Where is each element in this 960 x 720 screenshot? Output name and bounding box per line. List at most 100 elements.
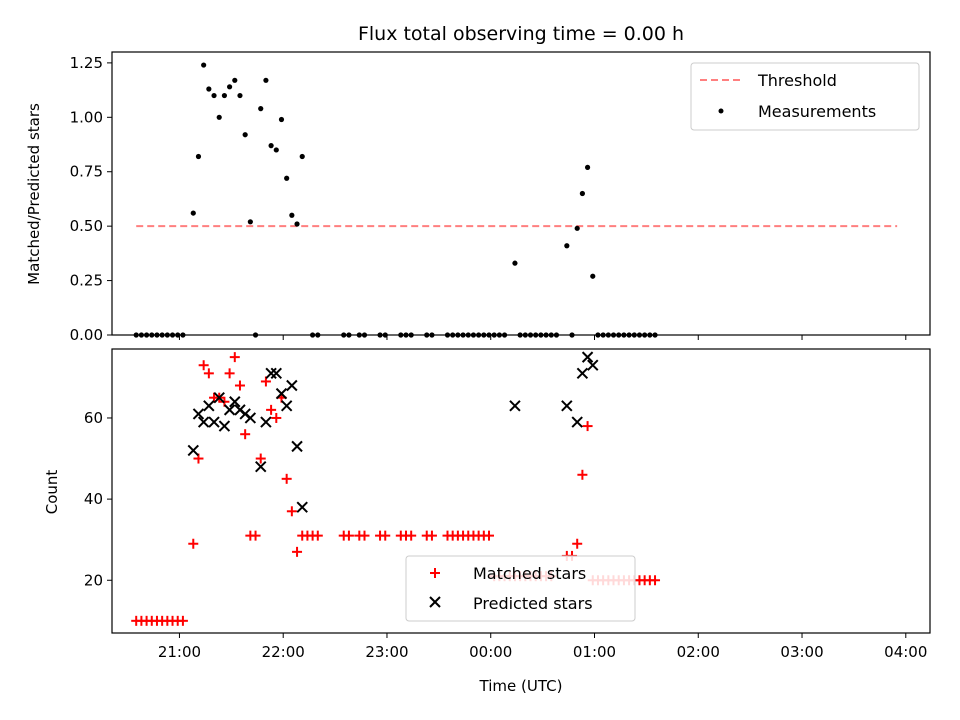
matched-star-marker [234,380,245,391]
legend-matched-label: Matched stars [473,564,586,583]
legend-threshold-label: Threshold [757,71,837,90]
measurement-point [299,153,305,160]
measurement-point [284,175,290,181]
top-y-tick-label: 0.00 [70,326,103,344]
measurement-point [211,92,217,99]
matched-star-marker [229,352,240,363]
predicted-star-marker [265,367,277,380]
matched-star-marker [224,368,235,379]
matched-star-marker [188,538,199,549]
legend-matched-swatch [430,568,440,578]
measurement-point [237,92,243,99]
matched-star-marker [292,546,303,557]
x-tick-label: 03:00 [780,643,823,661]
legend-predicted-label: Predicted stars [473,594,593,613]
top-y-ticks: 0.00 0.25 0.50 0.75 1.00 1.25 [70,54,112,344]
matched-star-marker [198,360,209,371]
measurement-point [512,260,518,266]
matched-star-marker [359,530,370,541]
legend-predicted-swatch [429,596,441,608]
legend-measurements-swatch [718,108,724,114]
top-legend: Threshold Measurements [690,62,920,131]
matched-star-marker [380,530,391,541]
x-tick-label: 01:00 [573,643,616,661]
predicted-star-marker [244,412,257,424]
matched-star-marker [271,412,282,423]
predicted-star-marker [260,416,272,428]
measurement-point [590,273,596,279]
top-y-tick-label: 0.25 [70,272,103,290]
measurement-point [216,114,222,120]
predicted-star-marker [223,404,236,416]
x-tick-label: 21:00 [158,643,201,661]
bottom-y-axis-label: Count [43,470,61,515]
predicted-star-marker [581,351,594,363]
measurement-point [206,86,212,92]
measurement-point [273,147,279,153]
predicted-star-marker [280,400,293,412]
matched-star-marker [286,506,297,517]
matched-star-marker [343,530,354,541]
measurement-point [263,77,269,83]
predicted-star-marker [187,444,199,457]
star-count-panel: Count Time (UTC) 20 40 60 21:00 22:00 23:00 0… [43,348,931,695]
predicted-star-marker [509,400,521,412]
measurement-point [294,221,300,227]
top-legend-box [690,62,920,131]
predicted-star-marker [291,440,303,453]
measurement-point [190,210,196,216]
predicted-star-marker [208,416,220,428]
predicted-star-marker [286,379,298,392]
matched-star-marker [203,368,214,379]
matched-star-marker [240,429,251,440]
top-y-tick-label: 0.50 [70,217,103,235]
matched-star-marker [312,530,323,541]
bottom-y-tick-label: 60 [84,409,103,427]
predicted-star-marker [229,396,241,408]
predicted-star-marker [203,400,215,412]
x-tick-label: 04:00 [884,643,927,661]
matched-star-marker [426,530,437,541]
chart-title: Flux total observing time = 0.00 h [358,23,684,45]
matched-star-marker [281,473,292,484]
predicted-star-marker [576,367,589,380]
measurement-point [289,212,295,218]
measurement-point [584,164,591,170]
matched-star-marker [177,615,188,626]
predicted-star-marker [270,367,282,380]
top-plot-frame [111,51,931,336]
legend-measurements-label: Measurements [758,102,876,121]
bottom-y-tick-label: 40 [84,490,103,508]
matched-star-marker [266,404,277,415]
predicted-star-marker [213,391,225,404]
matched-star-marker [577,469,588,480]
measurement-point [268,143,274,149]
matched-star-marker [650,575,661,586]
predicted-star-marker [197,416,210,428]
matched-star-marker [582,421,593,432]
measurement-point [242,132,248,138]
measurement-point [195,153,202,160]
matched-star-marker [250,530,261,541]
top-y-axis-label: Matched/Predicted stars [25,103,43,285]
x-axis-label: Time (UTC) [479,677,563,695]
predicted-star-marker [255,460,267,473]
measurement-point [574,225,580,231]
measurement-point [579,190,585,197]
top-y-tick-label: 1.00 [70,108,103,126]
top-y-tick-label: 1.25 [70,54,103,72]
predicted-star-marker [587,359,599,371]
measurement-point [247,219,253,225]
x-tick-label: 23:00 [365,643,408,661]
x-tick-label: 00:00 [469,643,512,661]
predicted-star-marker [561,400,573,412]
bottom-y-ticks: 20 40 60 [84,409,112,589]
x-tick-label: 02:00 [677,643,720,661]
bottom-legend: Matched stars Predicted stars [405,555,636,622]
predicted-stars-points [187,351,599,513]
measurement-point [201,62,207,68]
bottom-y-tick-label: 20 [84,571,103,589]
matched-star-marker [572,538,583,549]
bottom-x-ticks: 21:00 22:00 23:00 00:00 01:00 02:00 03:00 04:00 [158,633,927,661]
